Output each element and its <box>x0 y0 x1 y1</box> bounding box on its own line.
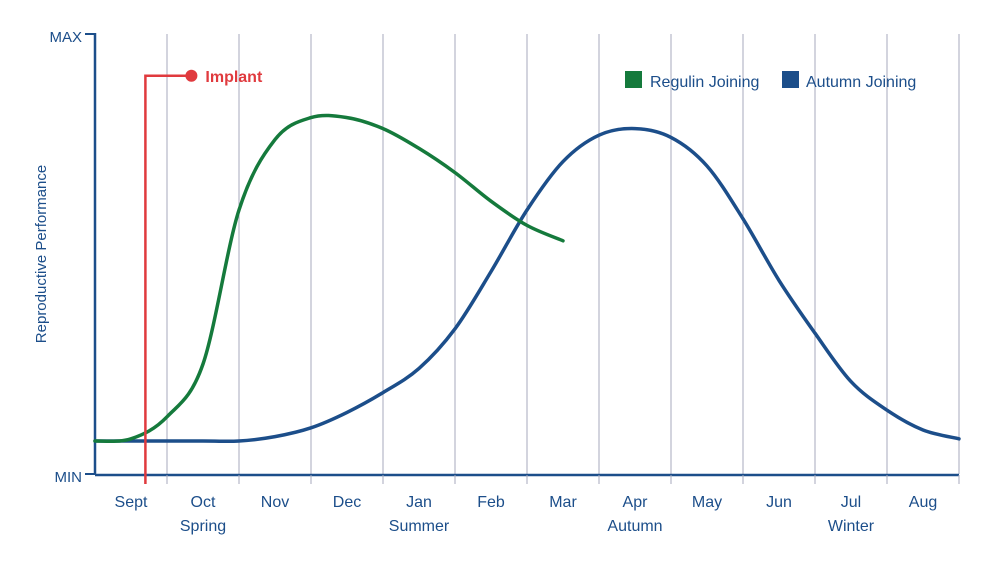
legend-label-regulin: Regulin Joining <box>650 74 759 91</box>
series-lines <box>93 113 961 444</box>
legend-swatch-autumn <box>782 71 799 88</box>
season-label: Autumn <box>607 518 662 535</box>
month-label: Mar <box>549 494 577 511</box>
series-line-regulin-joining <box>93 113 565 443</box>
month-label: Jul <box>841 494 861 511</box>
series-line-autumn-joining <box>93 126 961 444</box>
legend-swatch-regulin <box>625 71 642 88</box>
month-label: Sept <box>115 494 148 511</box>
month-label: Feb <box>477 494 505 511</box>
month-label: Apr <box>623 494 649 511</box>
y-axis-title: Reproductive Performance <box>33 165 50 343</box>
month-label: Aug <box>909 494 937 511</box>
season-label: Spring <box>180 518 226 535</box>
season-label: Winter <box>828 518 875 535</box>
month-labels: Sept Oct Nov Dec Jan Feb Mar Apr May Jun Jul Aug <box>115 494 938 511</box>
month-label: Oct <box>191 494 216 511</box>
season-labels: Spring Summer Autumn Winter <box>180 518 875 535</box>
month-label: Nov <box>261 494 289 511</box>
implant-marker-dot <box>185 69 198 82</box>
implant-label: Implant <box>205 69 263 86</box>
x-axis-ticks <box>166 475 960 484</box>
implant-annotation: Implant <box>144 69 263 484</box>
vertical-gridlines <box>166 34 960 474</box>
y-min-label: MIN <box>55 469 83 486</box>
season-label: Summer <box>389 518 450 535</box>
legend: Regulin Joining Autumn Joining <box>625 71 916 91</box>
implant-marker-line <box>144 74 192 484</box>
month-label: Dec <box>333 494 361 511</box>
y-max-label: MAX <box>49 29 82 46</box>
month-label: Jun <box>766 494 792 511</box>
legend-label-autumn: Autumn Joining <box>806 74 916 91</box>
month-label: Jan <box>406 494 432 511</box>
month-label: May <box>692 494 722 511</box>
